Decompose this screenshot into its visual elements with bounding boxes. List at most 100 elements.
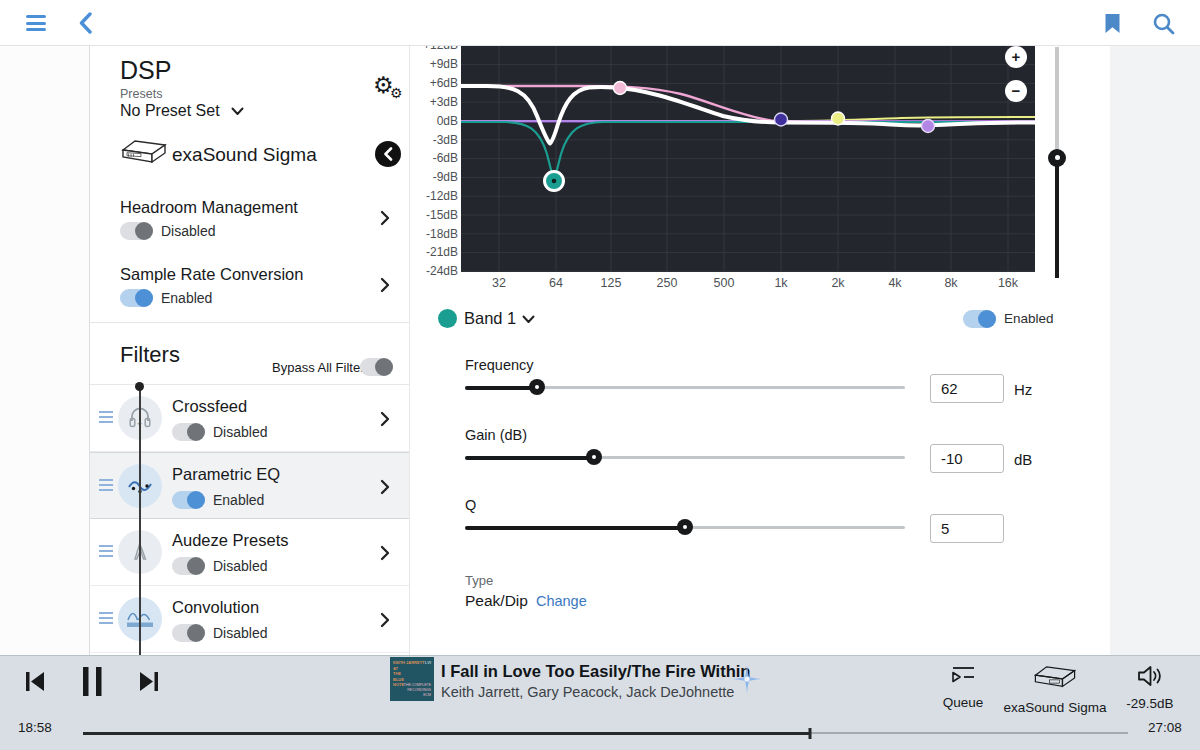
track-artists[interactable]: Keith Jarrett, Gary Peacock, Jack DeJohn…	[441, 684, 734, 700]
frequency-slider[interactable]	[465, 379, 905, 395]
menu-icon[interactable]	[26, 15, 46, 31]
y-tick: -21dB	[420, 245, 458, 259]
x-tick: 500	[704, 276, 744, 290]
frequency-input[interactable]	[930, 374, 1004, 403]
frequency-slider-knob[interactable]	[529, 379, 545, 395]
headroom-toggle[interactable]	[120, 222, 153, 240]
gear-small-icon: ⚙	[390, 85, 403, 101]
change-type-link[interactable]: Change	[536, 593, 587, 609]
gain-input[interactable]	[930, 444, 1004, 473]
convolution-toggle[interactable]	[172, 624, 205, 642]
headroom-status: Disabled	[161, 223, 215, 239]
bookmark-icon[interactable]	[1104, 13, 1121, 38]
filter-name: Crossfeed	[172, 397, 247, 416]
x-tick: 64	[536, 276, 576, 290]
y-tick: -9dB	[420, 170, 458, 184]
y-tick: +9dB	[420, 57, 458, 71]
zoom-out-button[interactable]: −	[1005, 80, 1027, 102]
drag-handle-icon[interactable]	[99, 411, 113, 425]
y-tick: -3dB	[420, 133, 458, 147]
y-tick: +6dB	[420, 76, 458, 90]
section-headroom-title[interactable]: Headroom Management	[120, 198, 298, 217]
band3-dot	[775, 113, 788, 126]
seek-handle[interactable]	[809, 728, 812, 739]
volume-button[interactable]: -29.5dB	[1118, 664, 1182, 711]
section-src-title[interactable]: Sample Rate Conversion	[120, 265, 303, 284]
previous-track-button[interactable]	[25, 672, 45, 691]
chevron-right-icon[interactable]	[380, 411, 390, 427]
search-icon[interactable]	[1152, 12, 1175, 39]
q-slider-knob[interactable]	[677, 519, 693, 535]
filters-title: Filters	[120, 342, 180, 368]
q-input[interactable]	[930, 514, 1004, 543]
signal-path-sparkle-icon[interactable]	[733, 665, 761, 697]
filter-row-audeze[interactable]: Audeze Presets Disabled	[90, 519, 409, 586]
left-gutter	[0, 46, 90, 655]
gain-slider[interactable]	[465, 449, 905, 465]
collapse-zone-button[interactable]	[375, 141, 401, 167]
signal-chain-line	[139, 385, 141, 655]
signal-chain-dot	[135, 382, 144, 391]
filter-status: Enabled	[213, 492, 264, 508]
zone-name: exaSound Sigma	[172, 144, 317, 166]
zoom-in-button[interactable]: +	[1005, 46, 1027, 68]
band4-dot	[832, 112, 845, 125]
zone-picker-label: exaSound Sigma	[1000, 700, 1110, 715]
filter-row-crossfeed[interactable]: ◂▸ Crossfeed Disabled	[90, 385, 409, 452]
graph-zoom-slider[interactable]	[1048, 47, 1066, 278]
drag-handle-icon[interactable]	[99, 545, 113, 559]
total-time: 27:08	[1148, 720, 1182, 735]
y-tick: -15dB	[420, 208, 458, 222]
band5-dot	[922, 120, 935, 133]
dsp-settings-gears-icon[interactable]: ⚙ ⚙	[373, 72, 407, 106]
pause-button[interactable]	[83, 667, 102, 696]
band-enabled-toggle[interactable]	[963, 310, 996, 328]
chevron-right-icon[interactable]	[380, 479, 390, 495]
crossfeed-toggle[interactable]	[172, 423, 205, 441]
chevron-left-icon	[383, 147, 393, 161]
headroom-chevron-right-icon[interactable]	[380, 210, 390, 226]
zone-row	[120, 138, 168, 170]
album-art-text: THE COMPLETE RECORDINGS ECM	[404, 683, 431, 698]
queue-button[interactable]: Queue	[933, 664, 993, 710]
next-track-button[interactable]	[139, 672, 159, 691]
seek-bar[interactable]	[83, 726, 1128, 740]
dac-device-icon	[1030, 664, 1080, 692]
drag-handle-icon[interactable]	[99, 612, 113, 626]
q-slider[interactable]	[465, 519, 905, 535]
audeze-toggle[interactable]	[172, 557, 205, 575]
band2-dot	[614, 82, 627, 95]
filter-row-parametric-eq[interactable]: Parametric EQ Enabled	[90, 452, 409, 519]
x-tick: 125	[591, 276, 631, 290]
queue-label: Queue	[933, 695, 993, 710]
gain-slider-knob[interactable]	[586, 449, 602, 465]
parametric-eq-toggle[interactable]	[172, 491, 205, 509]
back-icon[interactable]	[78, 12, 93, 38]
album-art[interactable]: KEITH JARRETT AT THE BLUE NOTE I-VI THE …	[390, 657, 434, 701]
band-selector[interactable]: Band 1	[464, 309, 516, 328]
x-tick: 32	[479, 276, 519, 290]
bypass-all-filters-toggle[interactable]	[360, 358, 393, 376]
eq-graph[interactable]: + −	[461, 46, 1035, 272]
y-tick: -24dB	[420, 264, 458, 278]
chevron-right-icon[interactable]	[380, 612, 390, 628]
band-chevron-down-icon[interactable]	[522, 315, 535, 324]
divider	[90, 322, 410, 323]
y-tick: -12dB	[420, 189, 458, 203]
elapsed-time: 18:58	[18, 720, 52, 735]
filter-row-convolution[interactable]: Convolution Disabled	[90, 586, 409, 653]
filter-status: Disabled	[213, 558, 267, 574]
src-chevron-right-icon[interactable]	[380, 277, 390, 293]
frequency-unit: Hz	[1014, 381, 1032, 398]
roon-dsp-screen: DSP ⚙ ⚙ Presets No Preset Set exaSound S…	[0, 0, 1200, 750]
graph-zoom-slider-knob[interactable]	[1048, 149, 1066, 167]
src-toggle[interactable]	[120, 289, 153, 307]
eq-curves	[461, 46, 1035, 272]
drag-handle-icon[interactable]	[99, 479, 113, 493]
track-title[interactable]: I Fall in Love Too Easily/The Fire Withi…	[441, 662, 750, 681]
dac-device-icon	[120, 138, 168, 168]
type-value-text: Peak/Dip	[465, 592, 528, 609]
zone-picker-button[interactable]: exaSound Sigma	[1000, 664, 1110, 715]
preset-select[interactable]: No Preset Set	[120, 102, 244, 120]
chevron-right-icon[interactable]	[380, 545, 390, 561]
